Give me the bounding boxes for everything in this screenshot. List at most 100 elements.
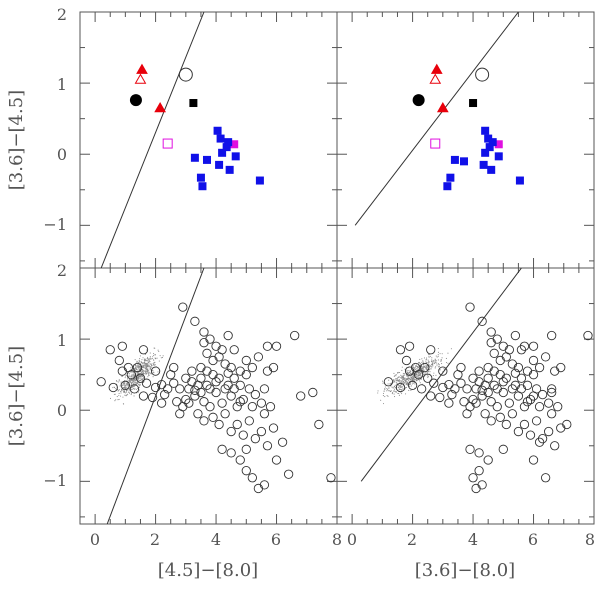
dot-cloud-point	[395, 377, 397, 380]
dot-cloud-point	[447, 362, 449, 364]
dot-cloud-point	[125, 382, 127, 384]
dot-cloud-point	[124, 377, 126, 379]
open-circle-point	[477, 316, 487, 326]
dot-cloud-point	[410, 372, 412, 375]
open-circle-point	[486, 327, 496, 337]
open-circle-point	[395, 345, 406, 355]
dot-cloud-point	[417, 371, 419, 373]
dot-cloud-point	[124, 387, 126, 389]
point-filled-square	[459, 157, 468, 166]
dot-cloud-point	[147, 356, 149, 358]
open-circle-point	[550, 441, 560, 451]
dot-cloud-point	[411, 378, 413, 380]
open-circle-point	[495, 355, 505, 366]
dot-cloud-point	[396, 372, 399, 374]
dot-cloud-point	[408, 373, 410, 375]
open-circle-point	[314, 419, 324, 430]
point-filled-triangle	[436, 101, 449, 113]
point-filled-square	[515, 176, 524, 185]
open-circle-point	[468, 473, 478, 483]
dot-cloud-point	[132, 382, 134, 384]
dot-cloud-point	[406, 370, 408, 372]
dot-cloud-point	[398, 371, 400, 373]
point-filled-square	[481, 148, 490, 157]
open-circle-point	[283, 469, 294, 479]
dot-cloud-point	[384, 396, 386, 398]
dot-cloud-point	[116, 380, 118, 382]
dot-cloud-point	[140, 370, 142, 373]
dot-cloud-point	[432, 360, 434, 362]
open-circle-point	[238, 430, 248, 440]
dot-cloud-point	[384, 388, 386, 390]
open-circle-point	[277, 437, 288, 447]
dot-cloud-point	[434, 362, 436, 364]
dot-cloud-point	[386, 394, 388, 397]
dot-cloud-point	[142, 376, 144, 378]
dot-cloud-point	[134, 382, 136, 384]
dot-cloud-point	[412, 366, 414, 368]
dot-cloud-point	[133, 395, 135, 397]
open-circle-point	[537, 434, 548, 444]
open-circle-point	[537, 389, 548, 400]
dot-cloud-point	[388, 390, 390, 392]
dot-cloud-point	[123, 383, 125, 385]
dot-cloud-point	[426, 375, 428, 377]
open-circle-point	[483, 373, 493, 383]
dot-cloud-point	[145, 368, 147, 370]
dot-cloud-point	[413, 367, 415, 369]
point-filled-square	[202, 155, 211, 164]
dot-cloud-point	[410, 376, 413, 379]
point-filled-square	[213, 126, 222, 135]
open-circle-point	[547, 384, 557, 394]
dot-cloud-point	[443, 368, 445, 370]
open-circle-point	[501, 419, 511, 430]
dot-cloud-point	[445, 357, 447, 360]
x-tick-label-left-4: 4	[211, 530, 221, 549]
dot-cloud-point	[441, 357, 443, 359]
dot-cloud-point	[399, 377, 401, 379]
open-circle-point	[175, 384, 185, 394]
dot-cloud-point	[439, 369, 441, 371]
dot-cloud-point	[130, 389, 133, 391]
open-circle-point	[547, 330, 557, 341]
dot-cloud-point	[432, 365, 434, 367]
dot-cloud-point	[431, 366, 433, 368]
dot-cloud-point	[447, 352, 449, 354]
dot-cloud-point	[128, 379, 130, 381]
open-circle-point	[259, 409, 270, 419]
dot-cloud-point	[119, 395, 122, 397]
dot-cloud-point	[410, 389, 412, 391]
dot-cloud-point	[416, 376, 418, 378]
dot-cloud-point	[138, 359, 140, 361]
dot-cloud-point	[418, 371, 420, 374]
dot-cloud-point	[414, 383, 416, 385]
x-axis-label-left: [4.5]−[8.0]	[158, 560, 258, 581]
open-circle-point	[510, 330, 521, 341]
point-open-circle	[475, 67, 490, 82]
dot-cloud-point	[405, 383, 407, 385]
open-circle-point	[214, 419, 224, 430]
open-circle-point	[232, 402, 242, 412]
open-circle-point	[156, 398, 167, 408]
open-circle-point	[547, 409, 557, 419]
dot-cloud-point	[426, 362, 428, 364]
dot-cloud-point	[407, 378, 409, 380]
open-circle-point	[271, 455, 282, 465]
open-circle-point	[404, 341, 415, 351]
dot-cloud-point	[123, 391, 125, 393]
dot-cloud-point	[130, 368, 132, 371]
dot-cloud-point	[402, 381, 404, 383]
open-circle-point	[226, 426, 236, 437]
open-circle-point	[132, 362, 143, 373]
open-circle-point	[519, 341, 530, 351]
dot-cloud-point	[140, 361, 142, 363]
open-circle-point	[395, 382, 406, 393]
dot-cloud-point	[125, 386, 127, 388]
dot-cloud-point	[147, 366, 149, 368]
open-circle-point	[129, 384, 140, 394]
open-circle-point	[223, 330, 233, 341]
dot-cloud-point	[419, 374, 421, 376]
dot-cloud-point	[145, 371, 147, 373]
dot-cloud-point	[120, 381, 122, 383]
